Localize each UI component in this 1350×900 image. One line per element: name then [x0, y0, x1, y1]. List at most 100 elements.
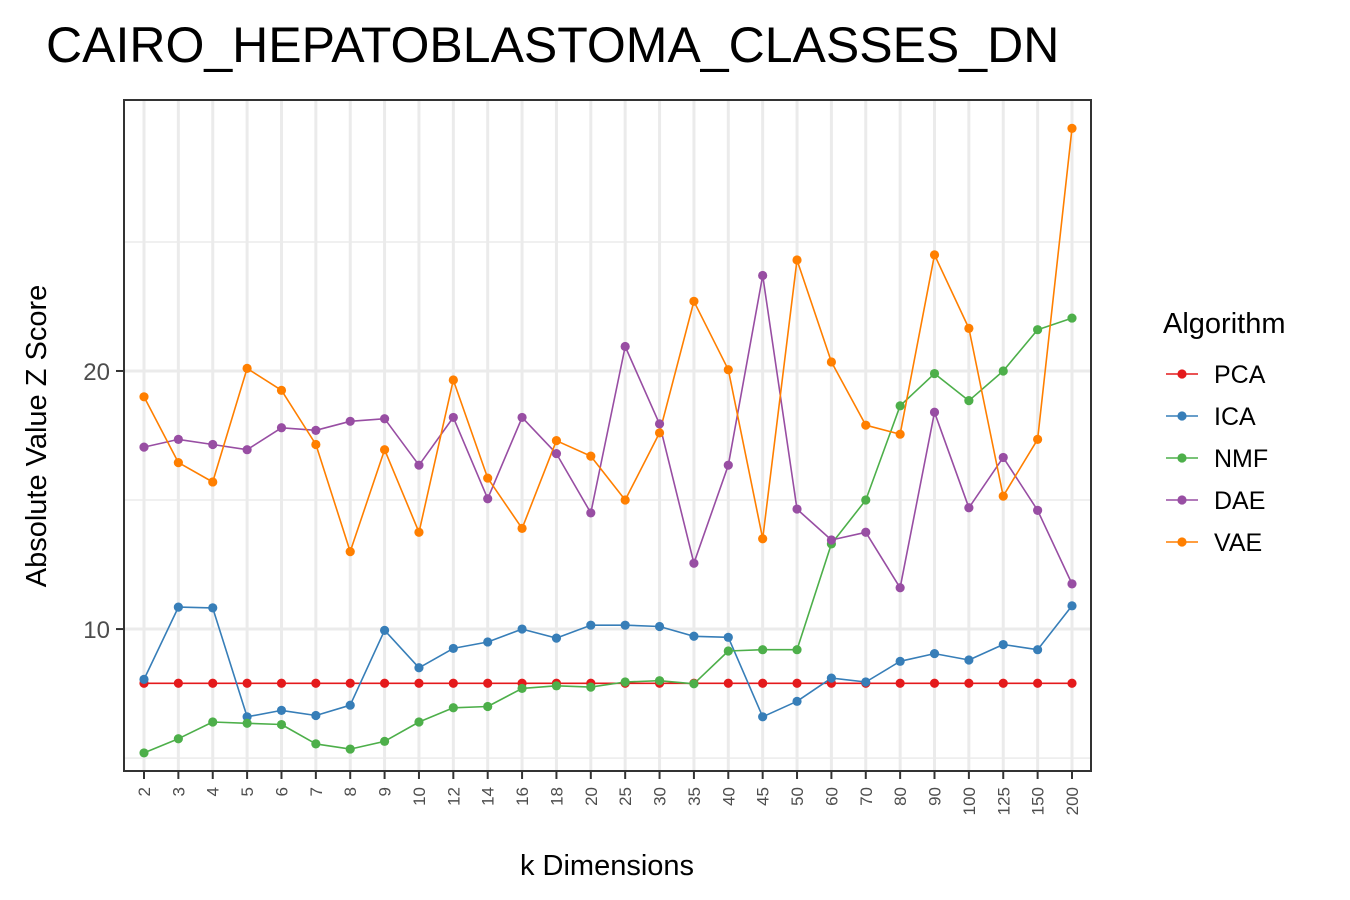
data-point-pca [1067, 678, 1077, 688]
data-point-dae [311, 425, 321, 435]
data-point-nmf [1067, 313, 1077, 323]
data-point-nmf [1033, 325, 1043, 335]
data-point-ica [964, 655, 974, 665]
data-point-ica [654, 621, 665, 632]
legend-label: NMF [1214, 445, 1268, 473]
x-tick-label: 25 [616, 787, 635, 806]
x-tick-label: 3 [169, 787, 188, 796]
x-tick-label: 4 [204, 787, 223, 796]
data-point-ica [551, 633, 562, 643]
data-point-nmf [792, 645, 802, 655]
x-tick-label: 12 [444, 787, 463, 806]
x-tick-label: 90 [926, 787, 945, 806]
data-point-ica [242, 712, 252, 722]
data-point-ica [792, 696, 802, 706]
data-point-dae [586, 508, 596, 518]
data-point-nmf [895, 401, 905, 411]
series-line-nmf [143, 317, 1073, 754]
series-line-dae [143, 274, 1073, 589]
data-point-dae [895, 583, 905, 593]
data-point-nmf [964, 396, 974, 406]
x-tick-label: 6 [272, 787, 291, 796]
data-point-dae [861, 527, 871, 537]
x-tick-label: 80 [891, 787, 910, 806]
data-point-pca [276, 678, 287, 688]
data-point-dae [826, 535, 837, 545]
data-point-pca [998, 678, 1008, 688]
data-point-nmf [689, 679, 699, 689]
data-point-vae [654, 428, 665, 438]
data-point-dae [654, 419, 665, 429]
data-point-vae [792, 255, 802, 265]
legend-key-point [1177, 453, 1187, 463]
data-point-ica [379, 625, 390, 635]
data-point-dae [998, 452, 1008, 463]
data-point-ica [1067, 601, 1077, 611]
x-tick-label: 5 [238, 787, 257, 796]
data-point-vae [311, 439, 321, 450]
x-tick-label: 18 [547, 787, 566, 806]
data-point-vae [483, 473, 493, 483]
data-point-dae [551, 448, 562, 459]
data-point-vae [964, 323, 974, 333]
data-point-nmf [448, 703, 458, 713]
data-point-nmf [139, 748, 149, 758]
data-point-vae [998, 491, 1008, 501]
data-point-ica [483, 637, 493, 647]
y-axis-title: Absolute Value Z Score [21, 285, 53, 588]
data-point-vae [173, 457, 183, 468]
data-point-nmf [861, 495, 871, 505]
data-point-ica [1033, 645, 1043, 655]
data-point-pca [1033, 678, 1043, 688]
series-line-vae [143, 128, 1073, 553]
x-tick-label: 14 [479, 787, 498, 806]
data-point-pca [379, 678, 390, 688]
data-point-vae [826, 357, 837, 367]
legend-key-point [1177, 537, 1187, 547]
data-point-nmf [311, 739, 321, 749]
x-tick-label: 100 [960, 787, 979, 815]
data-point-ica [895, 656, 905, 666]
legend-key-point [1177, 411, 1187, 421]
data-point-pca [792, 678, 802, 688]
x-tick-label: 16 [513, 787, 532, 806]
data-point-ica [689, 631, 699, 641]
data-point-vae [276, 385, 287, 395]
legend-label: ICA [1214, 403, 1256, 431]
data-point-dae [242, 445, 252, 455]
legend-key-point [1177, 369, 1187, 379]
data-point-dae [1067, 579, 1077, 589]
data-point-vae [208, 477, 218, 487]
data-point-nmf [173, 734, 183, 744]
data-point-ica [276, 705, 287, 715]
data-point-vae [517, 523, 527, 534]
data-point-vae [689, 296, 699, 306]
x-tick-label: 30 [651, 787, 670, 806]
data-point-pca [723, 678, 733, 688]
data-point-ica [861, 677, 871, 687]
legend-title: Algorithm [1163, 308, 1286, 340]
data-point-vae [242, 363, 252, 373]
data-point-pca [311, 678, 321, 688]
x-tick-label: 125 [994, 787, 1013, 815]
data-point-vae [895, 429, 905, 439]
data-point-vae [929, 250, 940, 260]
data-point-ica [311, 710, 321, 721]
data-point-nmf [517, 683, 527, 694]
x-tick-label: 70 [857, 787, 876, 806]
legend-item-vae: VAE [1166, 529, 1262, 557]
data-point-vae [139, 392, 149, 402]
x-tick-label: 50 [788, 787, 807, 806]
data-point-vae [1067, 123, 1077, 133]
x-tick-label: 2 [135, 787, 154, 796]
data-point-ica [448, 643, 458, 654]
data-point-pca [448, 678, 458, 688]
data-point-dae [345, 416, 355, 426]
data-point-vae [620, 495, 630, 505]
data-point-dae [173, 434, 183, 444]
data-point-dae [414, 460, 424, 470]
data-point-pca [895, 678, 905, 688]
data-point-ica [345, 700, 355, 710]
data-point-pca [345, 678, 355, 688]
data-point-dae [517, 412, 527, 423]
